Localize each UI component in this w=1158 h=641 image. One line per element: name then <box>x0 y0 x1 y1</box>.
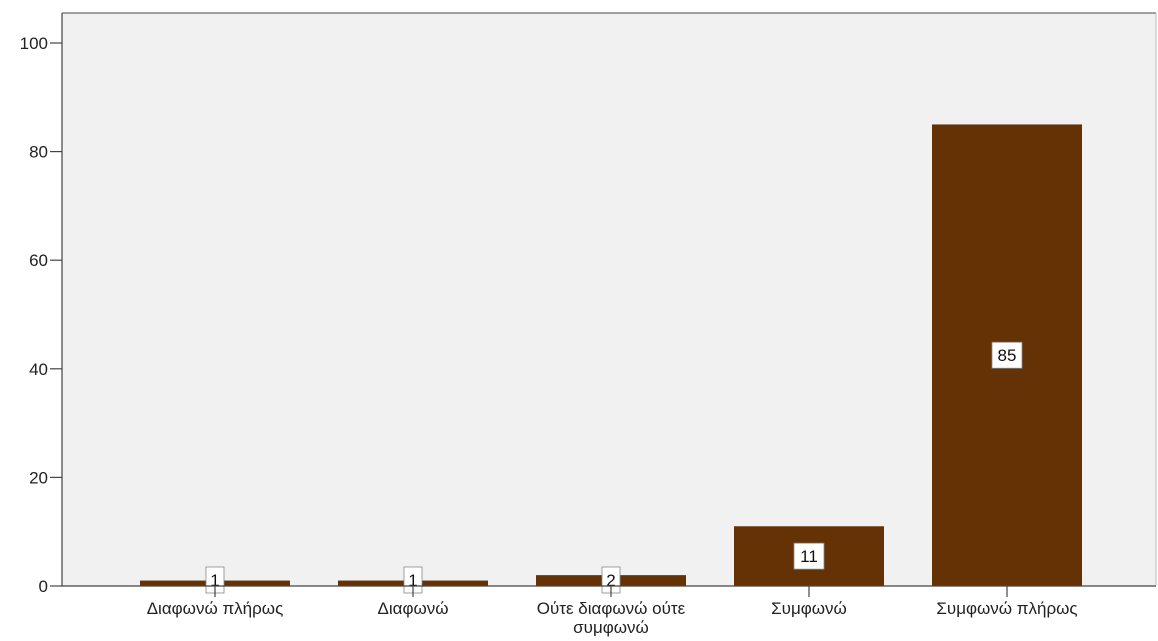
data-label: 1 <box>408 571 417 590</box>
x-tick-label: Συμφωνώ <box>771 599 847 618</box>
x-tick-label: Ούτε διαφωνώ ούτε συμφωνώ <box>537 599 686 637</box>
y-axis-ticks: 0 20 40 60 80 100 <box>20 34 62 596</box>
data-label: 1 <box>210 571 219 590</box>
y-tick-label: 60 <box>29 251 48 270</box>
data-label: 85 <box>998 346 1017 365</box>
y-tick-label: 0 <box>39 577 48 596</box>
y-tick-label: 100 <box>20 34 48 53</box>
data-label-box <box>793 542 825 570</box>
data-label: 11 <box>800 547 818 566</box>
x-tick-label: Διαφωνώ <box>377 599 448 618</box>
x-axis-ticks: Διαφωνώ πλήρως Διαφωνώ Ούτε διαφωνώ ούτε συ… <box>147 586 1078 637</box>
x-tick-label: Συμφωνώ πλήρως <box>936 599 1077 618</box>
x-tick-label: Διαφωνώ πλήρως <box>147 599 284 618</box>
y-tick-label: 20 <box>29 468 48 487</box>
data-label-box <box>991 341 1023 369</box>
data-label: 2 <box>606 571 615 590</box>
y-tick-label: 40 <box>29 360 48 379</box>
y-tick-label: 80 <box>29 143 48 162</box>
